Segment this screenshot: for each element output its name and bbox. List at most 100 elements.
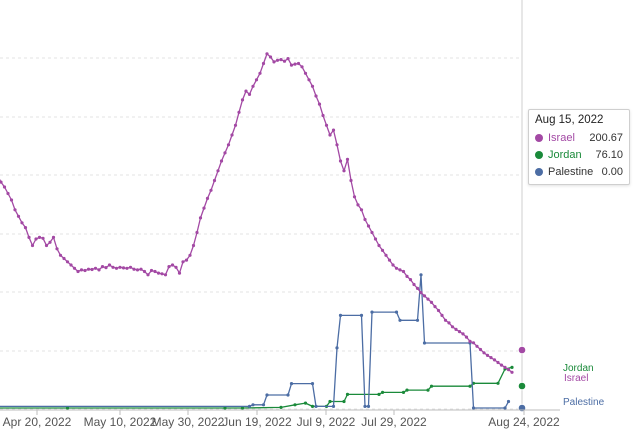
palestine-point xyxy=(366,404,371,408)
end-label-palestine: Palestine xyxy=(563,397,605,408)
israel-hover-marker xyxy=(517,345,527,355)
israel-point xyxy=(356,203,360,207)
israel-point xyxy=(471,341,476,345)
x-tick-label: Aug 24, 2022 xyxy=(488,415,560,429)
israel-point xyxy=(485,353,490,357)
israel-point xyxy=(79,268,84,272)
grid-lines xyxy=(0,57,522,410)
palestine-point xyxy=(314,404,318,408)
israel-point xyxy=(380,248,385,252)
jordan-point xyxy=(377,392,381,396)
israel-point xyxy=(139,267,143,271)
israel-point xyxy=(202,206,206,210)
israel-point xyxy=(216,169,220,173)
israel-point xyxy=(209,188,213,192)
israel-point xyxy=(335,143,339,147)
jordan-point xyxy=(380,390,385,394)
israel-point xyxy=(314,94,318,98)
israel-point xyxy=(338,159,343,163)
israel-point xyxy=(478,347,483,352)
israel-point xyxy=(506,368,511,372)
israel-point xyxy=(401,269,406,274)
israel-point xyxy=(195,230,199,235)
palestine-point xyxy=(265,393,269,397)
israel-point xyxy=(286,57,290,61)
jordan-point xyxy=(328,399,332,404)
israel-point xyxy=(345,157,350,161)
israel-point xyxy=(426,297,430,301)
israel-point xyxy=(160,272,164,276)
israel-point xyxy=(331,128,336,132)
israel-point xyxy=(373,237,378,241)
israel-point xyxy=(408,278,413,282)
series-layer xyxy=(0,52,527,413)
tooltip-row-israel: Israel 200.67 xyxy=(535,129,623,146)
x-tick-label: May 30, 2022 xyxy=(152,415,225,429)
israel-point xyxy=(55,247,59,251)
israel-point xyxy=(342,169,346,173)
israel-point xyxy=(223,151,227,155)
israel-point xyxy=(387,258,392,262)
palestine-point xyxy=(370,310,374,314)
palestine-point xyxy=(251,403,255,407)
israel-point xyxy=(65,260,70,264)
israel-point xyxy=(394,266,399,270)
palestine-point xyxy=(261,403,266,407)
israel-point xyxy=(149,268,154,273)
israel-point xyxy=(303,71,308,75)
x-tick-label: May 10, 2022 xyxy=(84,415,157,429)
x-tick-label: Jul 9, 2022 xyxy=(297,415,356,429)
israel-point xyxy=(391,263,395,267)
israel-point xyxy=(20,221,24,225)
israel-point xyxy=(461,332,465,336)
israel-point xyxy=(83,268,87,273)
tooltip-series-value: 200.67 xyxy=(589,131,623,144)
jordan-point xyxy=(279,405,283,409)
israel-point xyxy=(125,266,129,270)
israel-point xyxy=(489,356,493,360)
jordan-point xyxy=(405,388,409,392)
israel-point xyxy=(212,178,217,183)
jordan-point xyxy=(468,384,472,388)
israel-point xyxy=(289,63,294,67)
israel-point xyxy=(76,269,80,274)
israel-point xyxy=(233,123,238,127)
tooltip-date: Aug 15, 2022 xyxy=(535,114,604,126)
jordan-line xyxy=(0,366,513,409)
israel-point xyxy=(496,360,500,365)
israel-point xyxy=(104,266,108,270)
palestine-point xyxy=(398,318,402,322)
tooltip-row-palestine: Palestine 0.00 xyxy=(535,163,623,180)
jordan-dot-icon xyxy=(535,150,543,159)
palestine-point xyxy=(422,341,427,345)
israel-point xyxy=(184,258,189,262)
israel-point xyxy=(310,84,315,88)
israel-point xyxy=(300,65,304,69)
israel-point xyxy=(240,98,245,102)
tooltip-series-name: Jordan xyxy=(548,148,582,161)
series-jordan xyxy=(0,365,527,410)
israel-point xyxy=(384,253,388,257)
israel-point xyxy=(142,269,147,274)
israel-point xyxy=(27,235,31,239)
jordan-point xyxy=(401,390,406,394)
palestine-dot-icon xyxy=(535,167,543,176)
israel-point xyxy=(265,52,269,56)
israel-point xyxy=(464,335,469,339)
israel-point xyxy=(359,208,364,212)
jordan-point xyxy=(496,381,500,385)
israel-point xyxy=(41,236,45,240)
israel-point xyxy=(226,143,231,147)
israel-point xyxy=(412,282,416,287)
israel-point xyxy=(433,305,437,309)
jordan-point xyxy=(223,406,227,410)
israel-point xyxy=(230,133,234,137)
jordan-point xyxy=(510,365,514,369)
israel-point xyxy=(279,58,283,62)
israel-point xyxy=(475,344,479,348)
israel-point xyxy=(69,263,73,267)
israel-point xyxy=(58,253,63,257)
israel-point xyxy=(23,226,28,230)
